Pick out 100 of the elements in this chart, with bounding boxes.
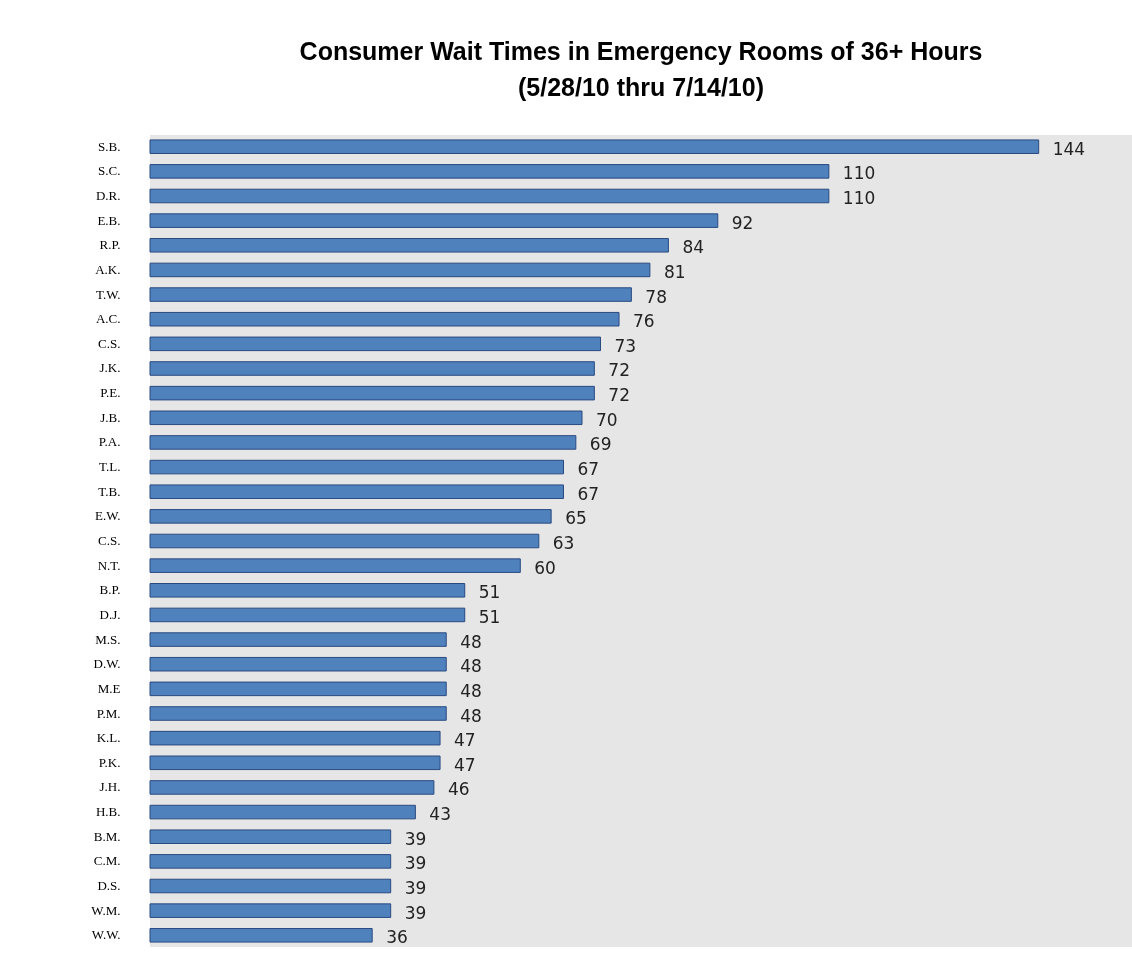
bar: [149, 558, 521, 573]
bar: [149, 459, 564, 475]
y-tick-label: T.L.: [99, 459, 121, 475]
y-tick-label: S.B.: [98, 138, 121, 154]
data-label: 48: [460, 680, 482, 701]
bar: [149, 385, 595, 401]
y-tick-label: J.B.: [100, 409, 121, 425]
bar: [149, 484, 564, 499]
y-tick-label: P.A.: [98, 434, 121, 450]
y-tick-label: W.W.: [91, 927, 121, 943]
bar: [149, 903, 392, 918]
y-tick-label: C.S.: [98, 533, 121, 548]
y-tick-label: M.S.: [95, 631, 121, 647]
y-tick-label: P.K.: [98, 754, 121, 770]
y-tick-label: J.K.: [99, 360, 121, 376]
bar: [149, 928, 373, 943]
data-label: 46: [447, 779, 470, 800]
data-label: 78: [645, 286, 668, 307]
data-label: 48: [460, 656, 482, 677]
bar: [149, 632, 447, 647]
data-label: 51: [478, 606, 501, 627]
data-label: 48: [460, 705, 482, 726]
y-tick-label: N.T.: [97, 557, 121, 573]
y-tick-label: B.P.: [99, 582, 121, 598]
data-label: 39: [404, 853, 427, 874]
data-label: 39: [404, 878, 427, 899]
bar: [149, 238, 669, 253]
data-label: 84: [682, 237, 705, 258]
y-tick-label: D.W.: [93, 656, 121, 672]
y-tick-label: P.M.: [96, 705, 121, 721]
data-label: 72: [608, 385, 630, 406]
data-label: 63: [552, 533, 575, 553]
y-tick-label: S.C.: [98, 163, 121, 179]
bar: [149, 336, 602, 352]
bar: [149, 311, 620, 327]
y-tick-label: W.M.: [91, 902, 121, 918]
data-label: 67: [577, 459, 600, 480]
data-label: 76: [633, 311, 655, 332]
chart-title: Consumer Wait Times in Emergency Rooms of 36+ Hours (5/28/10 thru 7/14/10): [299, 37, 983, 101]
data-label: 36: [386, 927, 408, 948]
y-tick-label: A.K.: [95, 261, 121, 277]
data-label: 47: [454, 754, 476, 775]
bar: [149, 583, 466, 598]
bar: [149, 287, 632, 302]
data-label: 72: [608, 360, 630, 381]
data-label: 47: [454, 730, 476, 751]
data-label: 43: [429, 804, 452, 825]
y-tick-label: C.M.: [93, 853, 121, 869]
data-label: 65: [565, 508, 587, 529]
bar: [149, 410, 583, 426]
y-tick-label: R.P.: [99, 237, 121, 253]
bar: [149, 533, 540, 549]
y-tick-label: A.C.: [95, 311, 121, 327]
bar: [149, 706, 447, 721]
y-tick-label: C.S.: [98, 335, 121, 351]
bar: [149, 213, 719, 228]
y-tick-label: D.R.: [95, 187, 121, 203]
y-tick-label: P.E.: [100, 385, 121, 401]
data-label: 60: [534, 557, 556, 578]
bar: [149, 164, 830, 179]
bar: [149, 262, 651, 278]
y-tick-label: T.B.: [98, 483, 121, 499]
data-label: 73: [614, 335, 637, 356]
bar: [149, 804, 416, 820]
y-tick-label: D.S.: [97, 878, 121, 894]
data-label: 92: [731, 212, 754, 233]
bar: [149, 854, 392, 869]
bar: [149, 361, 595, 376]
bar: [149, 435, 577, 450]
bar: [149, 607, 466, 623]
y-tick-label: H.B.: [95, 804, 121, 820]
y-tick-label: D.J.: [99, 606, 121, 622]
y-tick-label: M.E: [97, 680, 121, 696]
data-label: 110: [842, 187, 876, 208]
bar: [149, 829, 392, 844]
bar: [149, 509, 552, 524]
bar: [149, 188, 830, 204]
bar: [149, 681, 447, 697]
data-label: 144: [1052, 138, 1086, 159]
data-label: 48: [460, 631, 482, 652]
data-label: 110: [842, 163, 876, 184]
data-label: 39: [404, 828, 427, 849]
data-label: 67: [577, 483, 600, 504]
bar: [149, 755, 441, 771]
y-tick-label: E.B.: [97, 212, 121, 228]
y-tick-label: B.M.: [93, 828, 121, 844]
data-label: 81: [663, 261, 686, 282]
data-label: 70: [596, 409, 618, 430]
y-tick-label: J.H.: [99, 779, 121, 795]
y-tick-label: K.L.: [96, 730, 121, 746]
bar: [149, 780, 435, 795]
bar: [149, 139, 1040, 154]
bar: [149, 878, 392, 894]
data-label: 69: [589, 434, 612, 455]
y-tick-label: T.W.: [95, 286, 121, 302]
bar: [149, 656, 447, 672]
data-label: 39: [404, 902, 427, 923]
data-label: 51: [478, 582, 501, 603]
y-tick-label: E.W.: [94, 508, 121, 524]
bar: [149, 730, 441, 746]
